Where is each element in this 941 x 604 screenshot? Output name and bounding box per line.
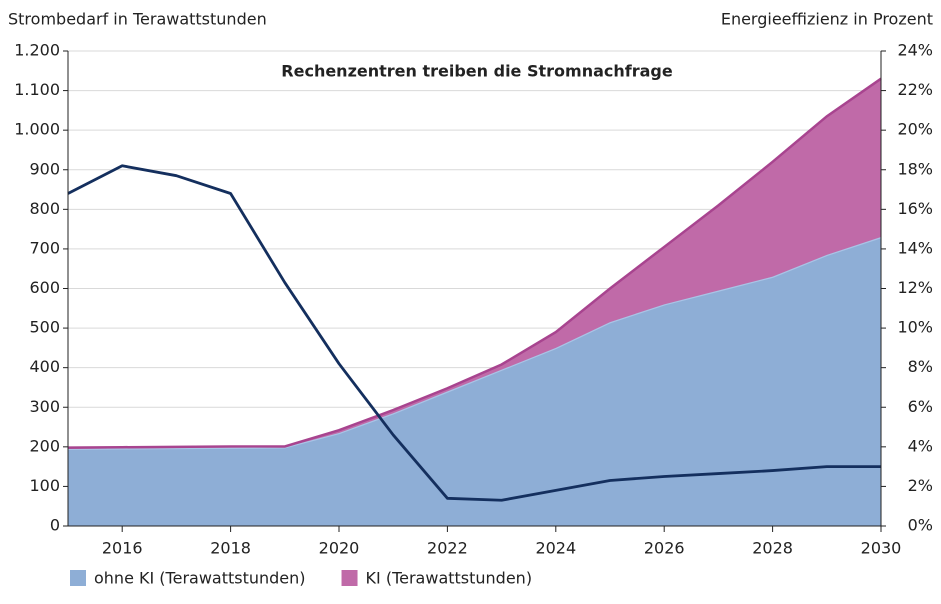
y-tick-label: 1.200: [14, 41, 60, 60]
x-tick-label: 2018: [210, 539, 251, 558]
x-tick-label: 2030: [861, 539, 902, 558]
y2-tick-label: 24%: [897, 41, 933, 60]
x-tick-label: 2020: [319, 539, 360, 558]
x-tick-label: 2016: [102, 539, 143, 558]
y-tick-label: 700: [29, 238, 60, 257]
x-tick-label: 2026: [644, 539, 685, 558]
y2-tick-label: 22%: [897, 80, 933, 99]
chart-title: Rechenzentren treiben die Stromnachfrage: [281, 62, 673, 81]
y-axis-label: Strombedarf in Terawattstunden: [8, 10, 267, 29]
y2-tick-label: 6%: [908, 397, 933, 416]
y2-tick-label: 2%: [908, 476, 933, 495]
y-tick-label: 100: [29, 476, 60, 495]
y2-tick-label: 20%: [897, 120, 933, 139]
y2-tick-label: 0%: [908, 516, 933, 535]
y-tick-label: 200: [29, 436, 60, 455]
y2-tick-label: 10%: [897, 318, 933, 337]
y-tick-label: 0: [50, 516, 60, 535]
x-tick-label: 2022: [427, 539, 468, 558]
y-tick-label: 800: [29, 199, 60, 218]
x-tick-label: 2024: [535, 539, 576, 558]
legend-swatch: [70, 570, 86, 586]
y2-tick-label: 16%: [897, 199, 933, 218]
y-tick-label: 1.100: [14, 80, 60, 99]
legend-label: ohne KI (Terawattstunden): [94, 569, 306, 588]
y2-tick-label: 14%: [897, 238, 933, 257]
y2-axis-label: Energieeffizienz in Prozent: [721, 10, 933, 29]
y-tick-label: 400: [29, 357, 60, 376]
y-tick-label: 900: [29, 159, 60, 178]
y2-tick-label: 12%: [897, 278, 933, 297]
y-tick-label: 300: [29, 397, 60, 416]
y2-tick-label: 18%: [897, 159, 933, 178]
legend-swatch: [341, 570, 358, 586]
y2-tick-label: 8%: [908, 357, 933, 376]
y-tick-label: 600: [29, 278, 60, 297]
y-tick-label: 1.000: [14, 120, 60, 139]
area-edge: [67, 77, 882, 449]
x-tick-label: 2028: [752, 539, 793, 558]
y-tick-label: 500: [29, 318, 60, 337]
line: [67, 164, 881, 502]
y2-tick-label: 4%: [908, 436, 933, 455]
legend-label: KI (Terawattstunden): [366, 569, 533, 588]
area: [68, 78, 881, 449]
